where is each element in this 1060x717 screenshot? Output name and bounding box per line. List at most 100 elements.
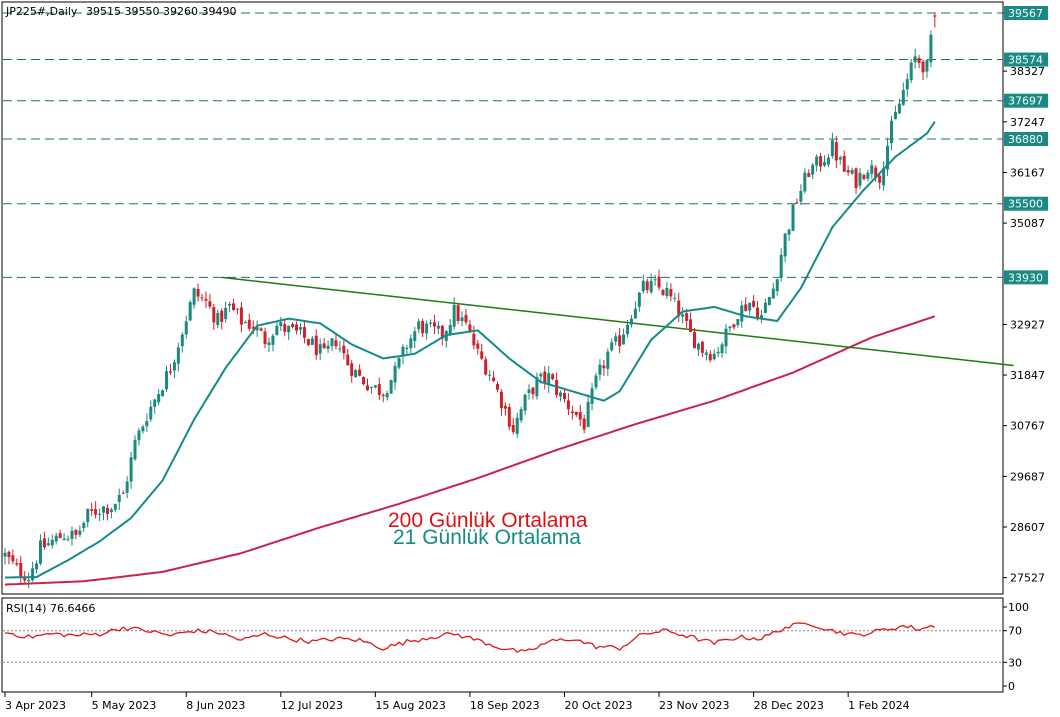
candle-body: [795, 202, 799, 204]
candle-body: [220, 310, 224, 322]
candle-body: [901, 89, 905, 105]
candle-body: [480, 351, 484, 359]
candle: [929, 30, 933, 68]
candle-body: [897, 103, 901, 114]
candle: [310, 335, 314, 345]
candle: [748, 302, 752, 316]
candle-body: [440, 325, 444, 339]
trendline-layer: [221, 276, 1014, 367]
candle-body: [850, 169, 854, 174]
candle: [850, 167, 854, 175]
candle: [886, 137, 890, 176]
candle: [511, 417, 515, 435]
candle-body: [559, 392, 563, 397]
candle-body: [129, 457, 133, 482]
candle-body: [247, 319, 251, 329]
candle: [803, 168, 807, 194]
candle: [775, 278, 779, 296]
candle: [834, 135, 838, 169]
candles-layer: [3, 13, 937, 589]
candle: [830, 132, 834, 159]
price-axis: 39567 38327 37247 36167 35087 32927 31847 30767…: [1003, 7, 1045, 585]
candle: [673, 292, 677, 302]
candle: [819, 153, 823, 172]
candle: [208, 294, 212, 309]
candle: [125, 476, 129, 499]
candle: [42, 531, 46, 550]
candle-body: [736, 319, 740, 326]
y-tick-label: 32927: [1010, 318, 1045, 331]
candle-body: [657, 276, 661, 288]
candle-body: [413, 331, 417, 341]
candle: [566, 392, 570, 416]
candle-body: [389, 380, 393, 394]
candle: [488, 370, 492, 382]
candle: [752, 295, 756, 308]
candle: [212, 303, 216, 330]
candle-body: [113, 503, 117, 510]
candle-body: [291, 324, 295, 327]
candle: [551, 372, 555, 381]
candle: [499, 389, 503, 416]
candle-body: [917, 58, 921, 63]
candle: [338, 341, 342, 353]
candle-body: [405, 347, 409, 349]
candle-body: [133, 439, 137, 460]
rsi-line: [4, 622, 936, 654]
candle-body: [62, 538, 66, 541]
y-tick-label: 28607: [1010, 521, 1045, 534]
candle-body: [176, 347, 180, 364]
candle: [62, 533, 66, 541]
candle-body: [432, 322, 436, 327]
candle: [527, 384, 531, 400]
candle-body: [787, 229, 791, 235]
candle-body: [515, 417, 519, 434]
candle: [724, 323, 728, 354]
candle: [496, 381, 499, 393]
candle: [330, 338, 334, 352]
ma21-layer: [5, 121, 936, 579]
candle: [570, 406, 574, 420]
candle-body: [602, 365, 606, 369]
candle: [448, 319, 452, 337]
candle-body: [153, 399, 157, 407]
candle: [771, 282, 775, 299]
candle-body: [838, 157, 842, 160]
candle-body: [811, 164, 815, 175]
candle-body: [287, 325, 291, 333]
candle-body: [756, 307, 760, 320]
candle: [736, 318, 740, 328]
candle-body: [409, 338, 413, 349]
candle: [15, 558, 19, 567]
candle: [354, 368, 358, 378]
time-axis: 3 Apr 2023 5 May 2023 8 Jun 2023 12 Jul 202…: [4, 692, 910, 712]
candle-body: [94, 509, 98, 515]
candle: [890, 116, 893, 151]
candle-body: [58, 533, 62, 539]
candle-body: [708, 354, 712, 361]
candle-body: [377, 384, 381, 395]
candle: [247, 313, 251, 331]
candle: [113, 503, 117, 513]
candle-body: [23, 576, 27, 581]
candle-body: [381, 394, 385, 397]
candle: [909, 58, 913, 84]
candle: [216, 309, 220, 329]
candle-body: [890, 120, 893, 144]
candle-body: [255, 326, 259, 331]
candle-body: [267, 342, 271, 346]
candle: [858, 167, 862, 189]
candle: [444, 329, 448, 348]
candle: [326, 340, 330, 353]
candle-body: [295, 324, 299, 331]
candle-body: [488, 374, 492, 376]
candle-body: [192, 288, 196, 305]
candle: [637, 291, 641, 312]
rsi-tick-label: 70: [1008, 625, 1022, 638]
candle-body: [401, 346, 405, 357]
candle-body: [626, 324, 630, 335]
x-tick-label: 18 Sep 2023: [470, 699, 540, 712]
candle: [696, 342, 700, 357]
candle: [842, 150, 846, 172]
candle-body: [342, 345, 346, 354]
